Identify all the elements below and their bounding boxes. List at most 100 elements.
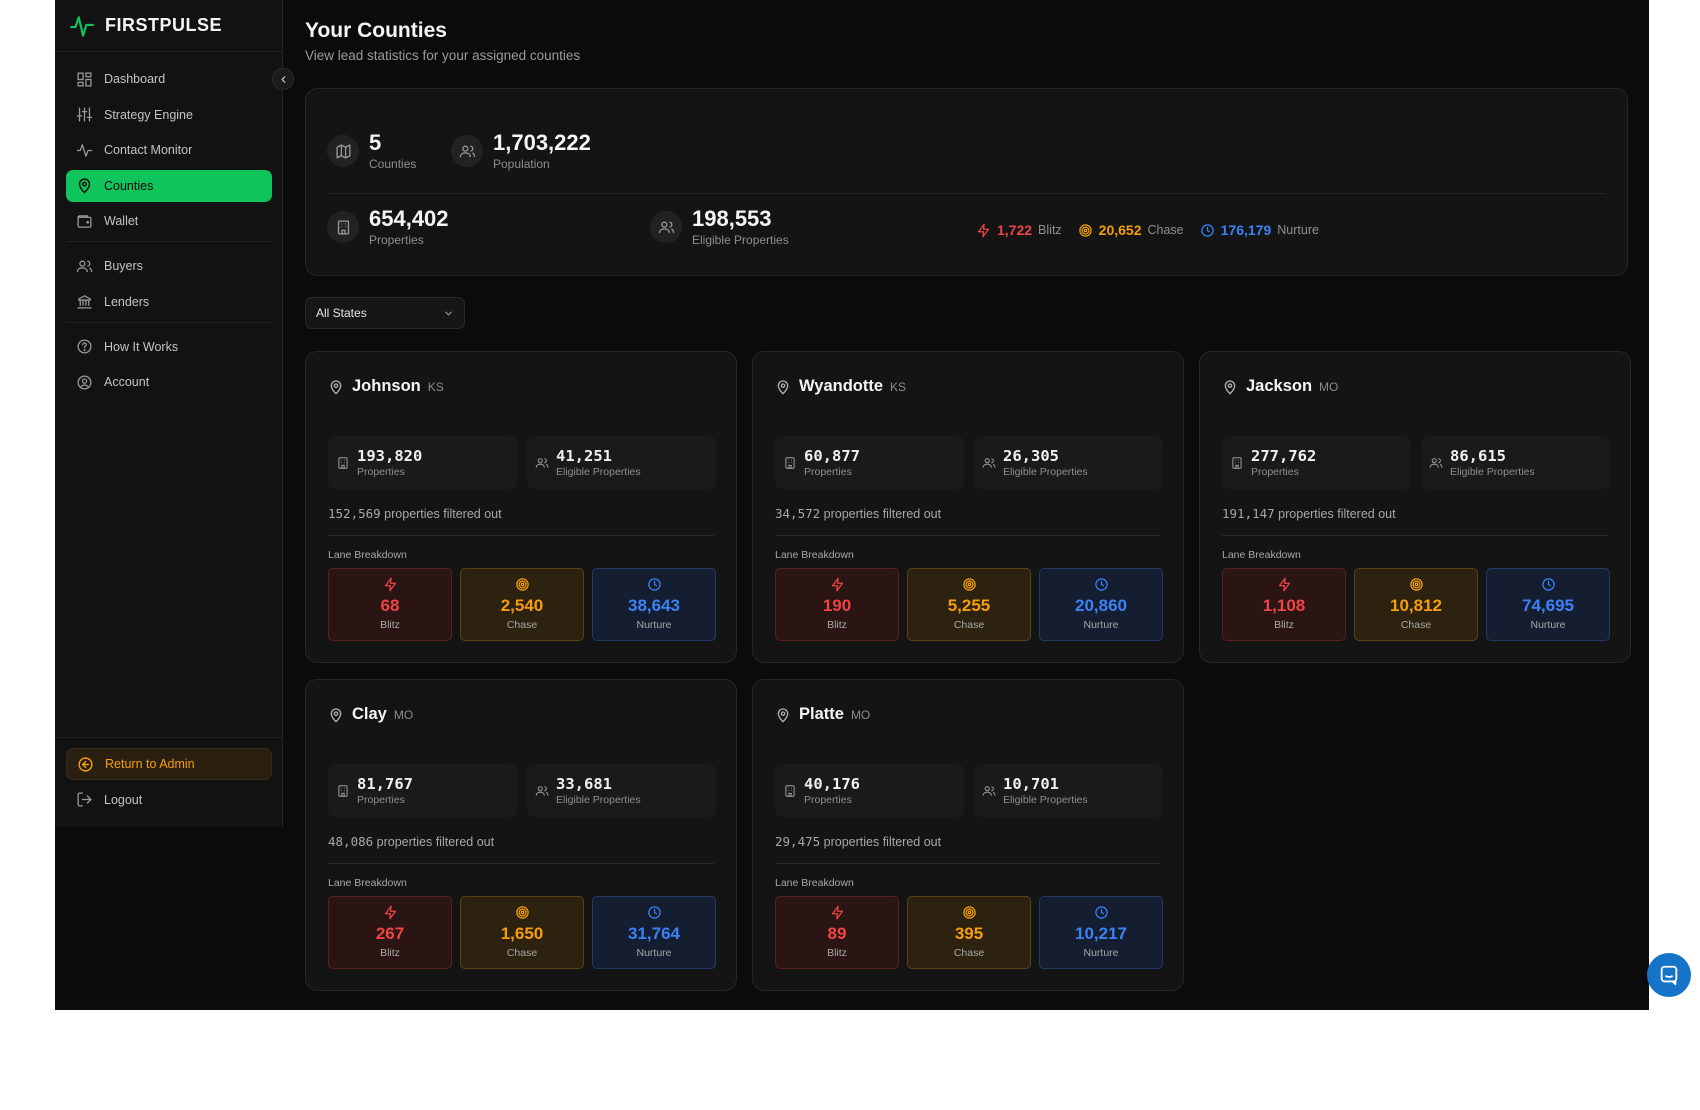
county-properties-label: Properties — [1251, 466, 1299, 478]
sidebar-item-strategy-engine[interactable]: Strategy Engine — [66, 99, 272, 131]
county-properties-stat: 277,762 Properties — [1222, 436, 1411, 489]
chat-support-button[interactable] — [1647, 953, 1691, 997]
logout-button[interactable]: Logout — [66, 784, 272, 816]
return-to-admin-label: Return to Admin — [105, 757, 195, 771]
chat-icon — [1660, 965, 1678, 986]
users-icon — [658, 221, 674, 233]
card-divider — [328, 863, 714, 864]
county-filtered-suffix: properties filtered out — [823, 835, 942, 849]
sidebar-item-counties[interactable]: Counties — [66, 169, 272, 202]
lane-breakdown-title: Lane Breakdown — [1222, 549, 1301, 561]
sidebar-item-label: Lenders — [104, 294, 150, 309]
sidebar-item-contact-monitor[interactable]: Contact Monitor — [66, 134, 272, 166]
county-properties-stat: 81,767 Properties — [328, 764, 517, 817]
nav-divider — [66, 241, 272, 242]
pulse-logo-icon — [70, 15, 94, 37]
page-title: Your Counties — [305, 19, 447, 42]
county-card-jackson[interactable]: Jackson MO 277,762 Properties 86,615 Eli… — [1199, 351, 1631, 663]
brand-name: FIRSTPULSE — [105, 15, 223, 35]
county-eligible-stat: 33,681 Eligible Properties — [527, 764, 716, 817]
clock-icon — [1541, 578, 1555, 591]
target-icon — [962, 906, 976, 919]
lane-nurture: 31,764 Nurture — [592, 896, 716, 969]
clock-icon — [1200, 223, 1214, 237]
county-filtered-text: 34,572 properties filtered out — [775, 506, 941, 521]
county-properties-stat: 60,877 Properties — [775, 436, 964, 489]
county-properties-value: 277,762 — [1251, 447, 1317, 465]
target-icon — [515, 578, 529, 591]
county-eligible-stat: 86,615 Eligible Properties — [1421, 436, 1610, 489]
county-filtered-value: 152,569 — [328, 506, 381, 521]
sidebar-item-label: How It Works — [104, 339, 179, 354]
lane-nurture-value: 10,217 — [1075, 924, 1127, 943]
lane-blitz-label: Blitz — [380, 619, 400, 631]
map-pin-icon — [330, 379, 342, 395]
lane-nurture-value: 74,695 — [1522, 596, 1574, 615]
map-pin-icon — [78, 178, 91, 194]
sidebar-item-wallet[interactable]: Wallet — [66, 205, 272, 237]
stat-value: 198,553 — [692, 206, 772, 231]
county-card-wyandotte[interactable]: Wyandotte KS 60,877 Properties 26,305 El… — [752, 351, 1184, 663]
county-eligible-label: Eligible Properties — [1003, 794, 1088, 806]
building-icon — [338, 784, 348, 797]
county-properties-label: Properties — [804, 794, 852, 806]
users-icon — [982, 785, 996, 796]
lane-nurture: 10,217 Nurture — [1039, 896, 1163, 969]
page-subtitle: View lead statistics for your assigned c… — [305, 48, 581, 63]
target-icon — [1078, 223, 1092, 237]
collapse-sidebar-button[interactable] — [272, 68, 294, 90]
zap-icon — [1278, 577, 1290, 592]
logout-icon — [77, 792, 92, 807]
sidebar-item-account[interactable]: Account — [66, 366, 272, 398]
users-icon — [76, 260, 93, 272]
county-card-header: Platte MO — [775, 705, 870, 724]
lane-chase-label: Chase — [506, 947, 538, 959]
sidebar-item-label: Account — [104, 375, 150, 389]
lane-blitz: 267 Blitz — [328, 896, 452, 969]
county-filtered-suffix: properties filtered out — [376, 835, 495, 849]
county-card-platte[interactable]: Platte MO 40,176 Properties 10,701 Eligi… — [752, 679, 1184, 991]
sidebar-nav: Dashboard Strategy Engine Contact Monito… — [66, 63, 272, 402]
county-eligible-stat: 10,701 Eligible Properties — [974, 764, 1163, 817]
sliders-icon — [76, 107, 93, 122]
county-eligible-label: Eligible Properties — [1003, 466, 1088, 478]
building-icon — [785, 784, 795, 797]
sidebar-item-buyers[interactable]: Buyers — [66, 250, 272, 282]
lane-chase-value: 2,540 — [500, 596, 544, 615]
lane-nurture-label: Nurture — [1083, 947, 1119, 959]
lane-blitz-value: 190 — [822, 596, 852, 615]
stat-label: Eligible Properties — [692, 233, 789, 247]
users-icon — [459, 145, 475, 157]
state-filter-select[interactable]: All States — [305, 297, 465, 329]
lane-nurture-label: Nurture — [1083, 619, 1119, 631]
sidebar-item-label: Contact Monitor — [104, 143, 193, 157]
lane-chase: 1,650 Chase — [460, 896, 584, 969]
map-pin-icon — [777, 379, 789, 395]
lane-blitz-label: Blitz — [827, 619, 847, 631]
county-card-johnson[interactable]: Johnson KS 193,820 Properties 41,251 Eli… — [305, 351, 737, 663]
map-pin-icon — [777, 707, 789, 723]
county-eligible-label: Eligible Properties — [556, 794, 641, 806]
return-to-admin-button[interactable]: Return to Admin — [66, 748, 272, 780]
stat-label: Counties — [369, 157, 417, 171]
county-state: MO — [850, 708, 871, 722]
lane-nurture-value: 31,764 — [628, 924, 680, 943]
sidebar-item-lenders[interactable]: Lenders — [66, 286, 272, 318]
county-filtered-suffix: properties filtered out — [384, 507, 502, 521]
stat-value: 5 — [369, 130, 382, 155]
county-properties-value: 40,176 — [804, 775, 860, 793]
lane-blitz: 89 Blitz — [775, 896, 899, 969]
county-state: MO — [393, 708, 414, 722]
summary-blitz-label: Blitz — [1038, 223, 1062, 237]
summary-nurture: 176,179 Nurture — [1200, 222, 1319, 238]
map-pin-icon — [330, 707, 342, 723]
arrow-left-circle-icon — [78, 756, 93, 772]
sidebar-item-how-it-works[interactable]: How It Works — [66, 331, 272, 363]
sidebar-item-dashboard[interactable]: Dashboard — [66, 63, 272, 95]
county-card-clay[interactable]: Clay MO 81,767 Properties 33,681 Eligibl… — [305, 679, 737, 991]
county-name: Jackson — [1246, 377, 1313, 395]
lane-nurture-value: 38,643 — [628, 596, 680, 615]
lane-chase-label: Chase — [506, 619, 538, 631]
county-eligible-value: 41,251 — [556, 447, 612, 465]
logo[interactable]: FIRSTPULSE — [55, 0, 282, 52]
